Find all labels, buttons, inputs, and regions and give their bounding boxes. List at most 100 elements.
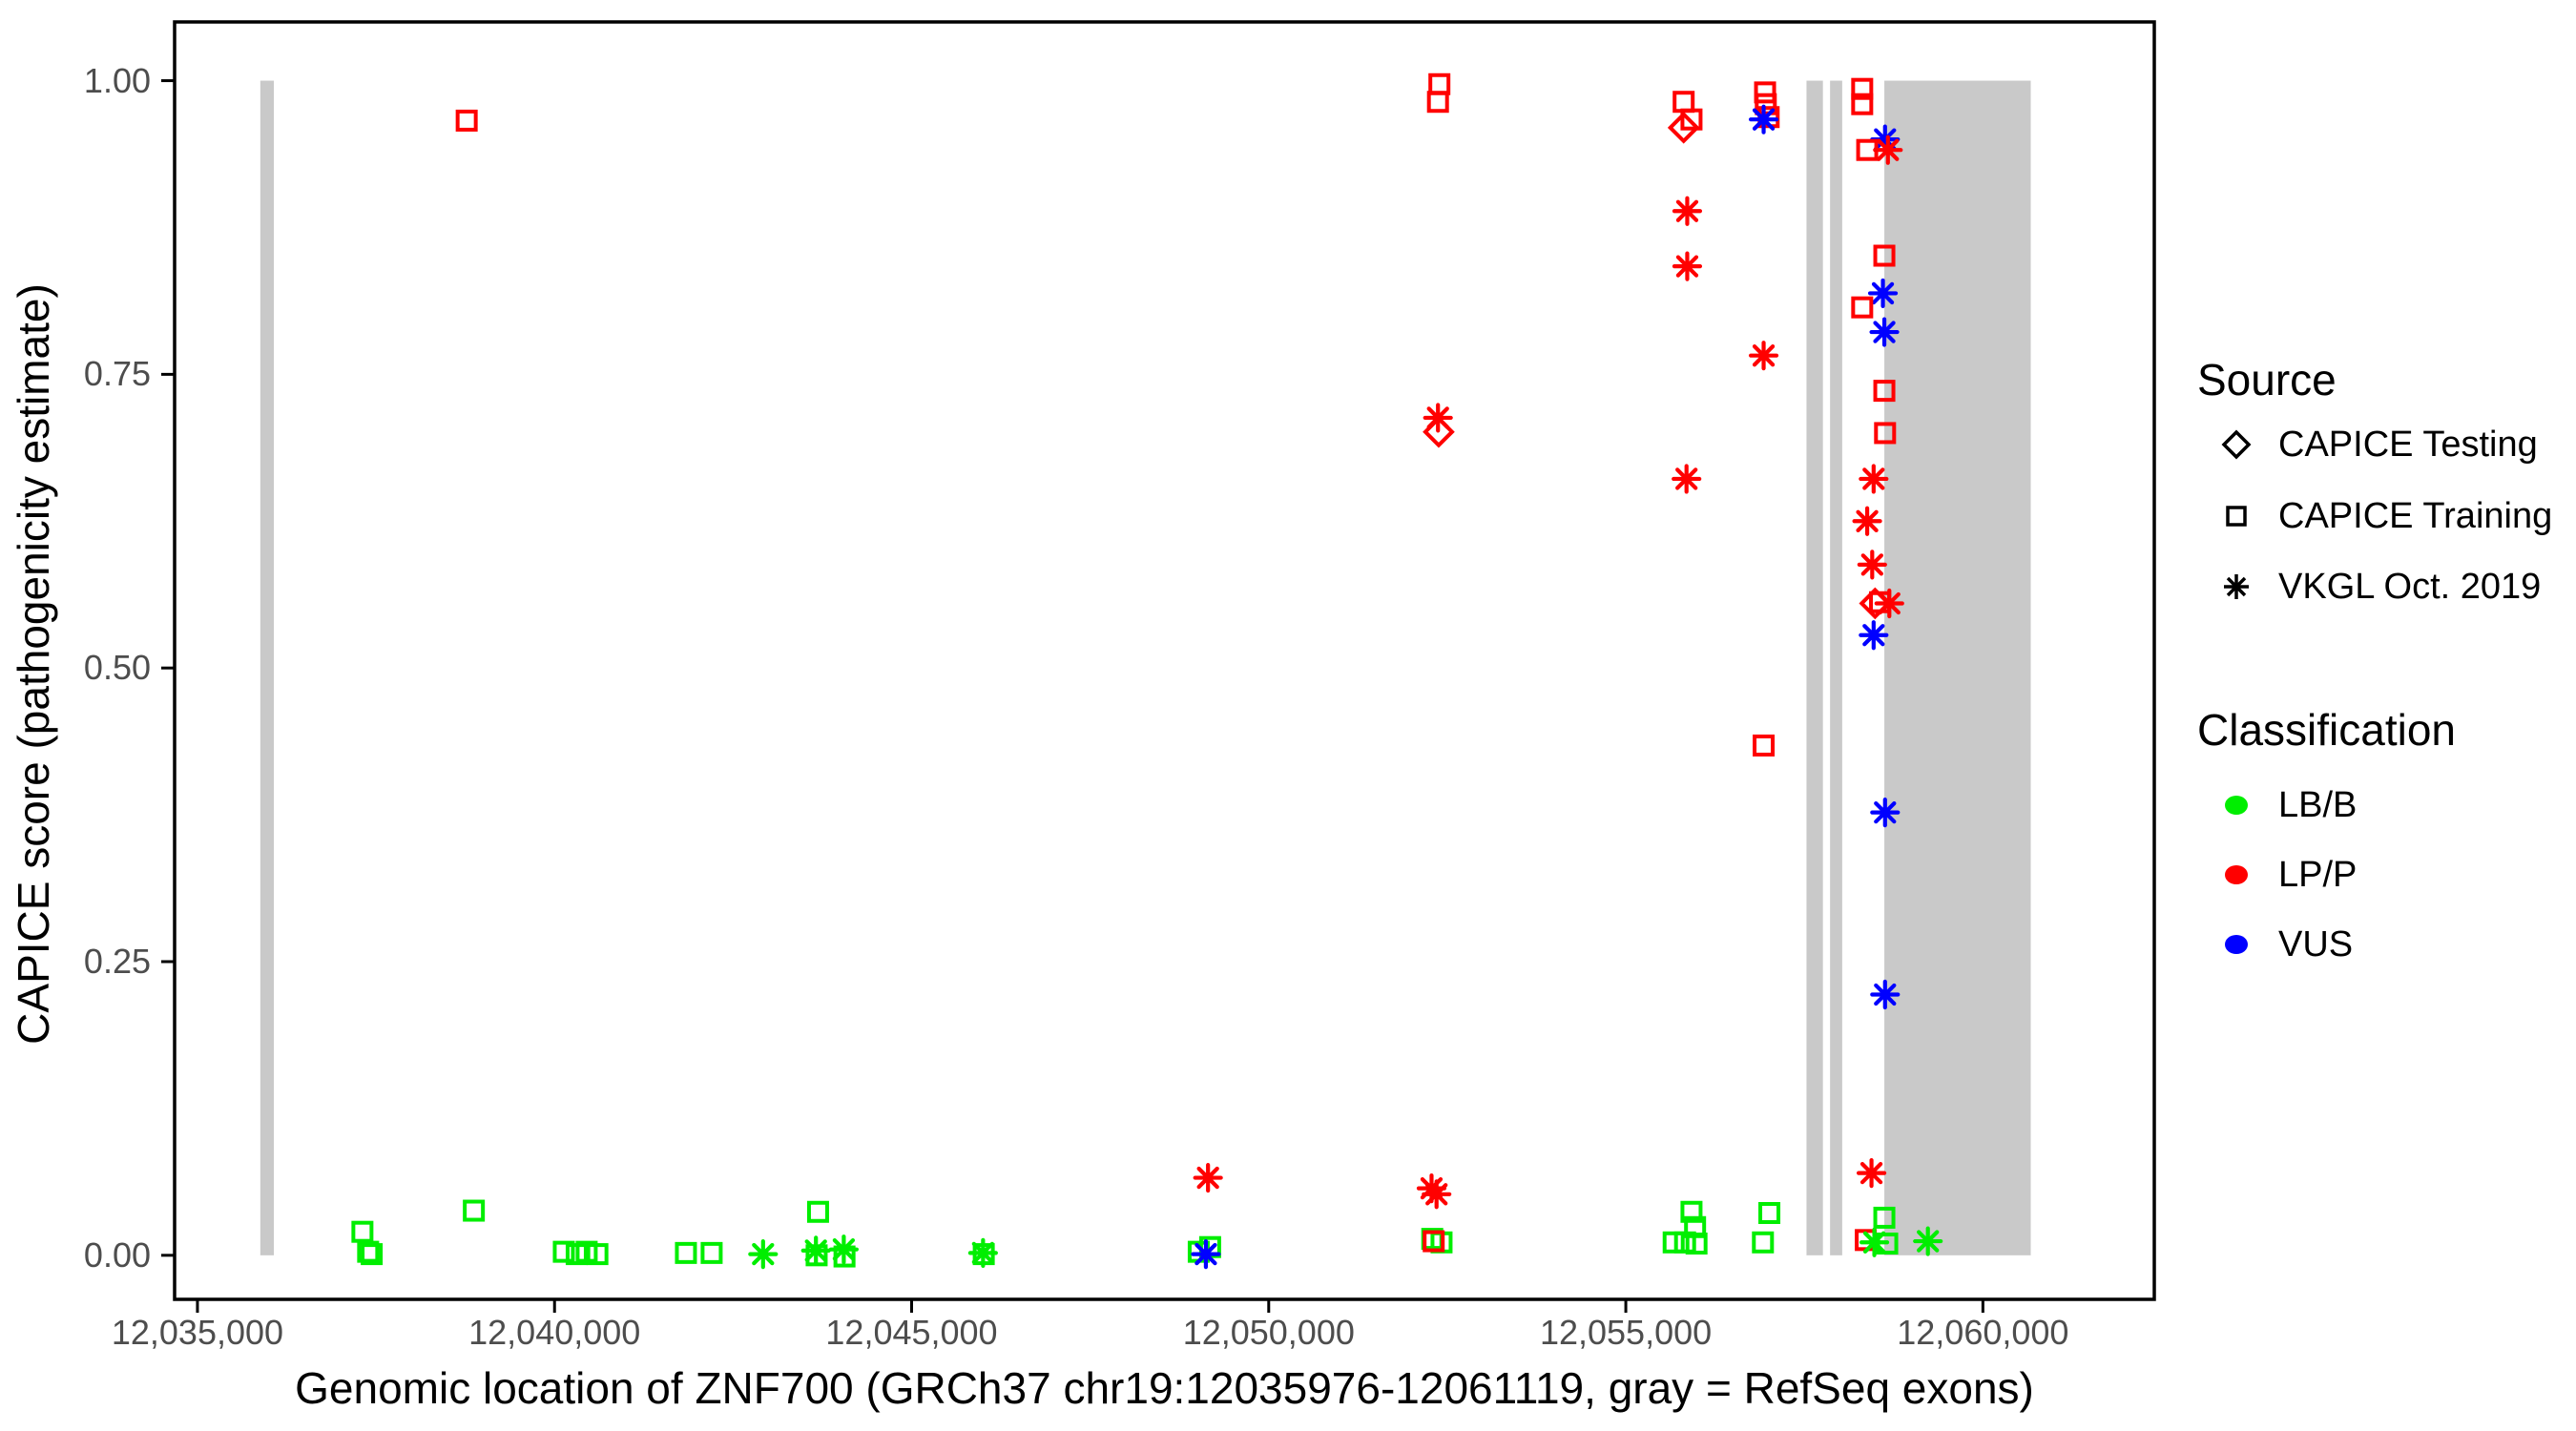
point-vkgl-lpp bbox=[1748, 341, 1779, 371]
point-training-lpp bbox=[455, 109, 478, 132]
point-training-lbb bbox=[351, 1220, 374, 1243]
point-training-lbb bbox=[552, 1240, 575, 1263]
x-tick-label: 12,035,000 bbox=[111, 1313, 284, 1352]
point-training-lbb bbox=[1752, 1231, 1775, 1254]
point-training-lbb bbox=[1673, 1231, 1696, 1254]
y-tick-label: 1.00 bbox=[83, 60, 151, 100]
point-training-lpp bbox=[1672, 91, 1695, 114]
point-vkgl-lpp bbox=[1856, 1158, 1887, 1189]
point-training-lpp bbox=[1754, 81, 1776, 104]
y-tick-label: 0.75 bbox=[83, 354, 151, 394]
legend-item-capice-testing: CAPICE Testing bbox=[2215, 422, 2538, 467]
legend-item-lbb: LB/B bbox=[2215, 782, 2357, 828]
point-vkgl-lpp bbox=[1852, 506, 1882, 536]
point-vkgl-lbb bbox=[1913, 1226, 1943, 1256]
refseq-exon-band bbox=[1806, 80, 1823, 1255]
x-tick-label: 12,055,000 bbox=[1539, 1313, 1713, 1352]
point-training-lbb bbox=[972, 1243, 995, 1266]
legend-item-label: LB/B bbox=[2278, 784, 2358, 825]
point-training-lpp bbox=[1426, 91, 1449, 114]
point-training-lbb bbox=[357, 1240, 380, 1263]
asterisk-icon bbox=[2224, 574, 2249, 599]
point-vkgl-lpp bbox=[1672, 251, 1703, 281]
legend-source-title: Source bbox=[2197, 355, 2337, 404]
point-training-lpp bbox=[1851, 93, 1874, 115]
point-vkgl-lbb bbox=[1859, 1227, 1890, 1257]
point-training-lbb bbox=[806, 1200, 829, 1223]
legend-item-label: VUS bbox=[2278, 923, 2354, 964]
y-tick-label: 0.50 bbox=[83, 648, 151, 688]
point-vkgl-lpp bbox=[1859, 464, 1889, 494]
legend-item-label: CAPICE Testing bbox=[2278, 424, 2538, 465]
point-training-lpp bbox=[1753, 734, 1776, 757]
legend-item-capice-training: CAPICE Training bbox=[2215, 493, 2552, 539]
legend-item-lpp: LP/P bbox=[2215, 852, 2357, 898]
point-training-lpp bbox=[1851, 296, 1874, 319]
point-vkgl-lpp bbox=[1874, 588, 1904, 619]
legend-classification-title: Classification bbox=[2197, 705, 2456, 755]
refseq-exon-band bbox=[1884, 80, 2031, 1255]
y-tick-label: 0.00 bbox=[83, 1234, 151, 1275]
point-training-lbb bbox=[1876, 1233, 1899, 1255]
point-vkgl-lpp bbox=[1857, 550, 1887, 580]
legend-item-vkgl: VKGL Oct. 2019 bbox=[2215, 564, 2541, 610]
point-training-lbb bbox=[586, 1243, 609, 1266]
y-tick-label: 0.25 bbox=[83, 942, 151, 981]
point-training-lpp bbox=[1873, 244, 1896, 267]
red-dot-icon bbox=[2225, 865, 2248, 884]
point-vkgl-vus bbox=[1870, 798, 1901, 828]
point-vkgl-vus bbox=[1859, 620, 1889, 651]
point-training-lbb bbox=[1680, 1200, 1703, 1223]
x-tick-label: 12,045,000 bbox=[825, 1313, 998, 1352]
blue-dot-icon bbox=[2225, 935, 2248, 954]
point-training-lbb bbox=[700, 1241, 723, 1264]
point-vkgl-lpp bbox=[1672, 464, 1702, 494]
point-training-lpp bbox=[1874, 422, 1897, 445]
x-tick-label: 12,060,000 bbox=[1897, 1313, 2069, 1352]
point-vkgl-vus bbox=[1191, 1239, 1221, 1270]
point-vkgl-vus bbox=[1748, 104, 1779, 135]
legend-item-vus: VUS bbox=[2215, 922, 2353, 967]
green-dot-icon bbox=[2225, 796, 2248, 815]
refseq-exon-band bbox=[1830, 80, 1842, 1255]
point-training-lbb bbox=[833, 1245, 856, 1268]
x-tick-label: 12,040,000 bbox=[468, 1313, 641, 1352]
point-vkgl-vus bbox=[1870, 979, 1901, 1010]
point-training-lpp bbox=[1851, 77, 1874, 100]
point-training-lpp bbox=[1755, 93, 1777, 115]
point-training-lbb bbox=[1685, 1233, 1708, 1255]
point-training-lbb bbox=[1873, 1206, 1896, 1229]
legend-item-label: LP/P bbox=[2278, 854, 2358, 895]
point-vkgl-lbb bbox=[748, 1239, 779, 1270]
point-vkgl-lpp bbox=[1422, 1179, 1452, 1210]
point-testing-lpp bbox=[1423, 415, 1455, 448]
point-vkgl-vus bbox=[1867, 278, 1899, 309]
point-vkgl-lbb bbox=[967, 1237, 998, 1268]
panel-border bbox=[173, 20, 2156, 1301]
point-training-lpp bbox=[1423, 1230, 1445, 1253]
point-training-lpp bbox=[1680, 108, 1703, 131]
point-training-lbb bbox=[675, 1241, 697, 1264]
point-training-lpp bbox=[1873, 380, 1896, 403]
point-vkgl-lbb bbox=[800, 1235, 831, 1266]
diamond-icon bbox=[2221, 429, 2252, 460]
point-testing-lpp bbox=[1667, 111, 1700, 144]
point-vkgl-lpp bbox=[1873, 135, 1903, 165]
point-vkgl-vus bbox=[1869, 317, 1900, 347]
x-tick-label: 12,050,000 bbox=[1182, 1313, 1355, 1352]
point-vkgl-lbb bbox=[828, 1234, 859, 1265]
legend-item-label: CAPICE Training bbox=[2278, 495, 2553, 536]
point-training-lbb bbox=[463, 1199, 486, 1222]
point-training-lpp bbox=[1428, 73, 1451, 95]
point-training-lbb bbox=[361, 1243, 384, 1266]
x-axis-title: Genomic location of ZNF700 (GRCh37 chr19… bbox=[295, 1363, 2034, 1413]
square-icon bbox=[2226, 506, 2247, 527]
point-training-lbb bbox=[805, 1244, 828, 1267]
point-vkgl-lpp bbox=[1193, 1162, 1223, 1193]
point-vkgl-lpp bbox=[1672, 196, 1703, 226]
point-training-lbb bbox=[1662, 1231, 1685, 1254]
point-training-lbb bbox=[1758, 1202, 1781, 1225]
legend-item-label: VKGL Oct. 2019 bbox=[2278, 566, 2542, 607]
